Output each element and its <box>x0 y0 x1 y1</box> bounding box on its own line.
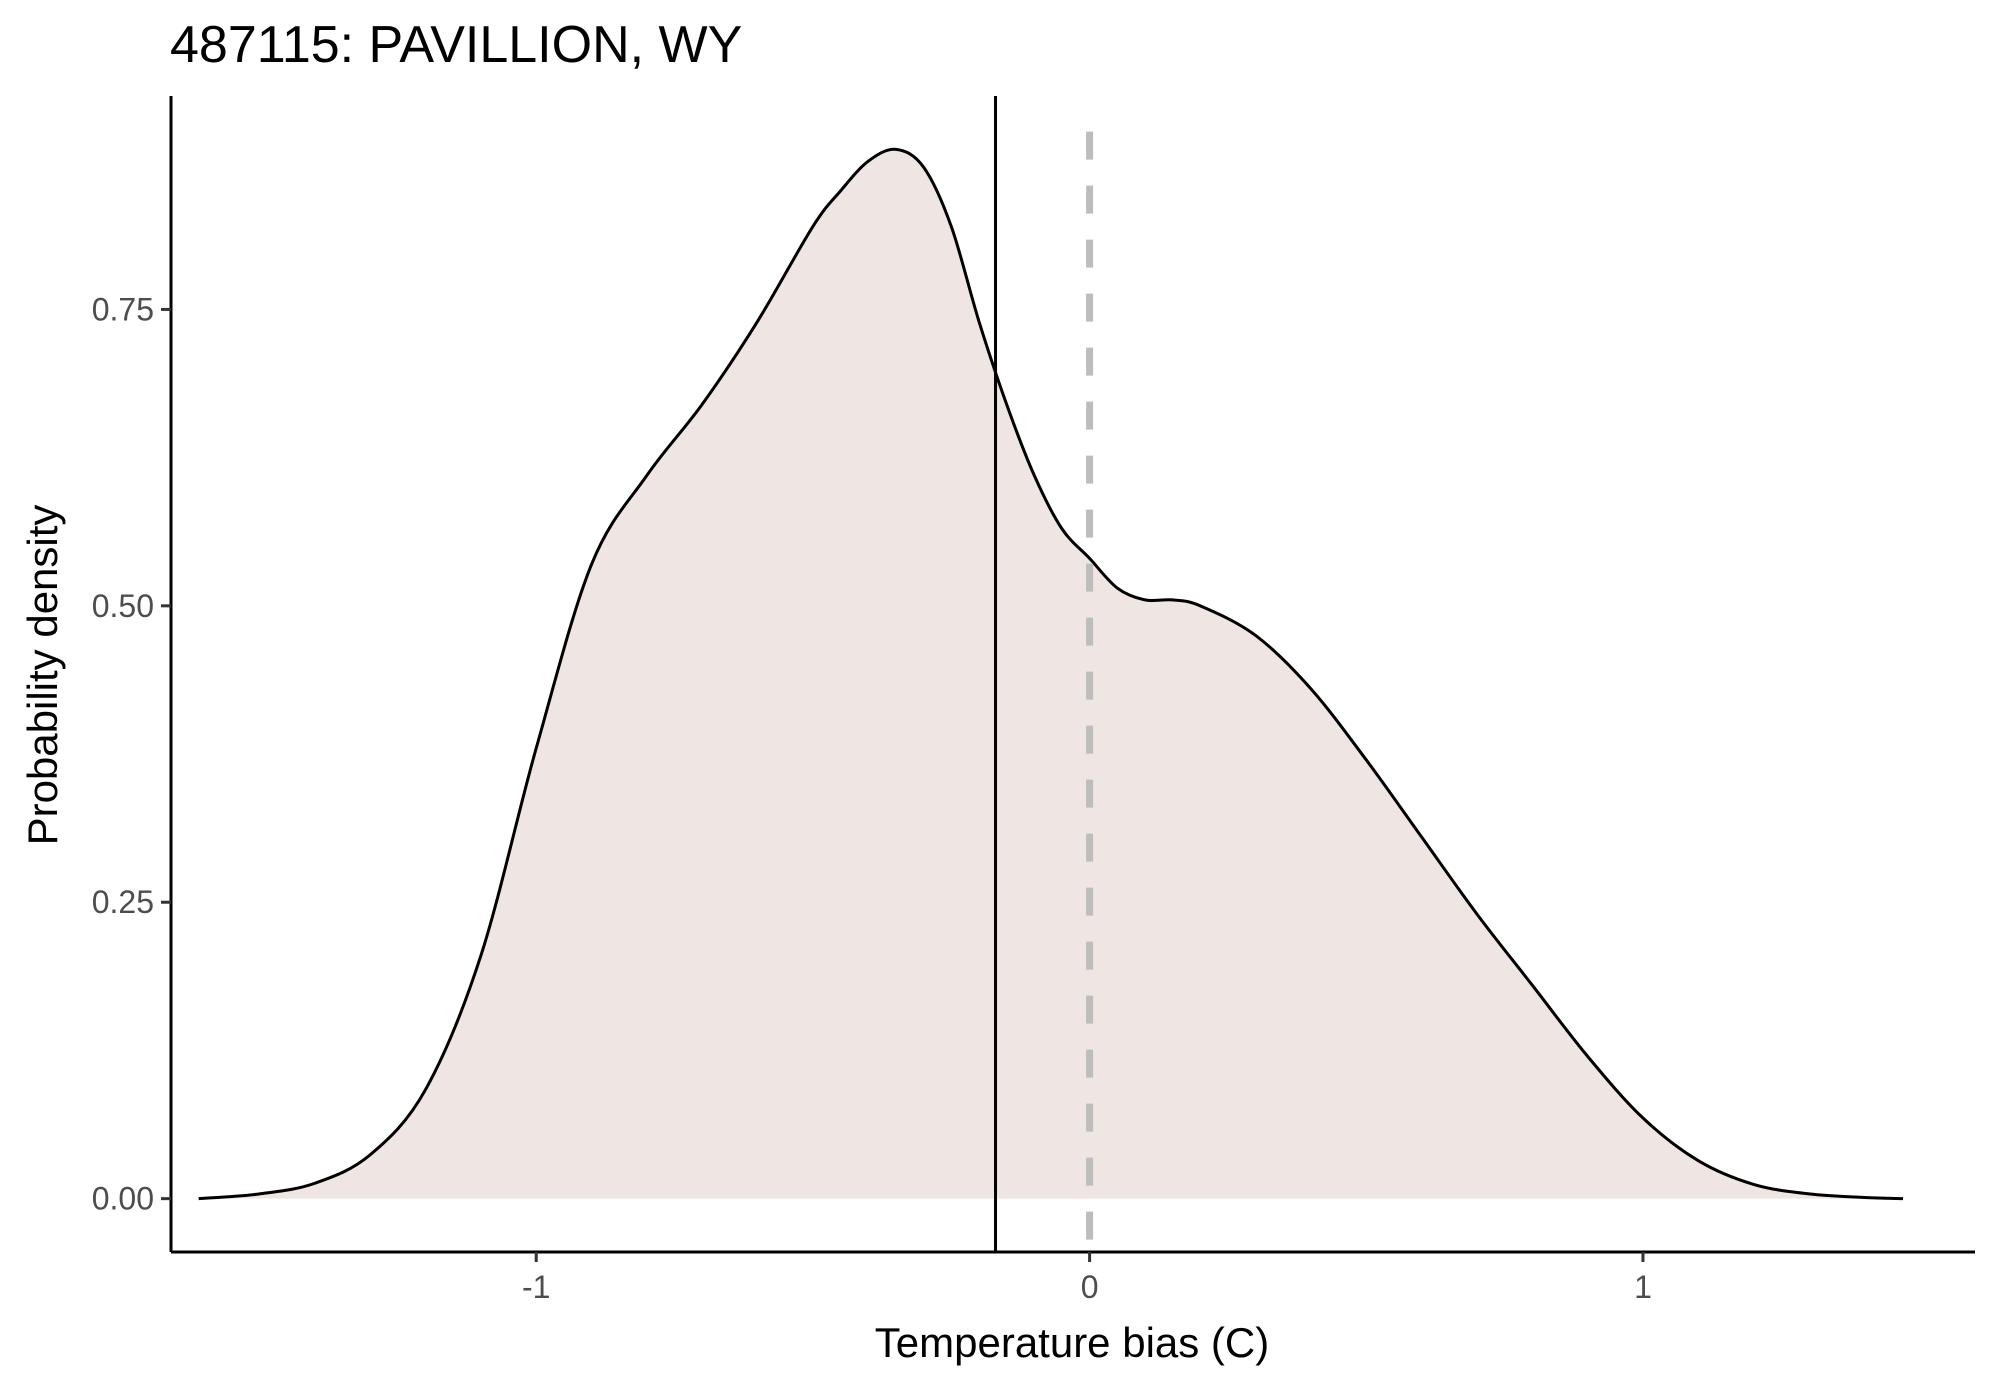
density-curve-0 <box>198 147 1904 1201</box>
x-tick-label: -1 <box>522 1269 550 1305</box>
y-tick-label: 0.75 <box>92 291 154 327</box>
x-tick-label: 0 <box>1081 1269 1099 1305</box>
x-axis-title: Temperature bias (C) <box>875 1319 1269 1366</box>
y-tick-label: 0.25 <box>92 884 154 920</box>
chart-title: 487115: PAVILLION, WY <box>170 16 742 74</box>
y-tick-label: 0.50 <box>92 588 154 624</box>
x-tick-label: 1 <box>1634 1269 1652 1305</box>
y-axis: 0.00 0.25 0.50 0.75 <box>92 96 173 1252</box>
x-axis: -1 0 1 <box>171 1250 1975 1305</box>
y-tick-label: 0.00 <box>92 1181 154 1217</box>
y-axis-title: Probability density <box>19 505 66 846</box>
plot-area <box>198 96 1904 1252</box>
density-area-0 <box>198 149 1904 1199</box>
